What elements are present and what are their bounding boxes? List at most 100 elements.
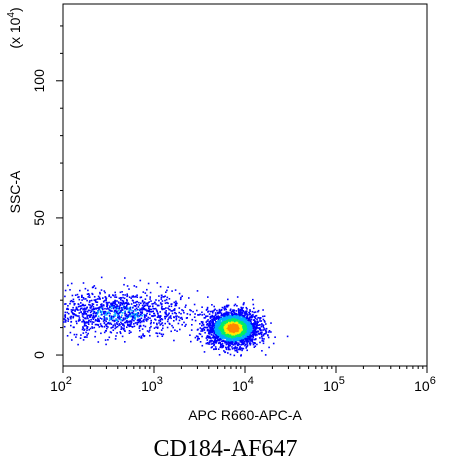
event-point (243, 302, 245, 304)
event-point (102, 311, 105, 313)
event-point (261, 329, 263, 331)
event-point (94, 323, 97, 326)
event-point (158, 332, 161, 335)
event-point (252, 315, 254, 318)
event-point (211, 346, 213, 348)
event-point (209, 339, 211, 342)
event-point (196, 339, 199, 341)
event-point (242, 317, 245, 320)
event-point (211, 330, 214, 332)
event-point (98, 320, 101, 323)
event-point (100, 325, 102, 327)
event-point (183, 321, 185, 324)
event-point (124, 330, 126, 332)
event-point (103, 326, 106, 328)
event-point (89, 306, 91, 309)
event-point (134, 308, 136, 311)
event-point (171, 324, 173, 327)
event-point (243, 341, 245, 344)
event-point (258, 327, 261, 329)
event-point (198, 314, 200, 316)
event-point (243, 331, 245, 334)
event-point (91, 317, 94, 319)
event-point (142, 319, 144, 322)
event-point (124, 314, 127, 317)
event-point (235, 322, 238, 325)
event-point (109, 312, 111, 315)
event-point (115, 311, 118, 314)
event-point (81, 296, 83, 298)
event-point (242, 306, 244, 309)
event-point (119, 319, 122, 321)
event-point (286, 335, 289, 338)
event-point (163, 308, 166, 310)
event-point (223, 350, 225, 352)
event-point (165, 313, 168, 316)
event-point (145, 318, 148, 320)
event-point (235, 318, 238, 321)
event-point (160, 298, 163, 300)
event-point (94, 307, 96, 310)
event-point (245, 317, 247, 320)
event-point (134, 313, 136, 316)
event-point (78, 298, 81, 301)
event-point (90, 319, 92, 321)
event-point (222, 319, 225, 321)
event-point (207, 324, 210, 327)
event-point (222, 326, 224, 328)
event-point (209, 327, 211, 329)
event-point (91, 327, 94, 329)
event-point (185, 323, 187, 326)
event-point (240, 355, 242, 357)
event-point (208, 321, 211, 324)
event-point (222, 340, 225, 342)
event-point (211, 331, 214, 334)
event-point (120, 321, 122, 324)
event-point (218, 327, 220, 329)
event-point (86, 334, 88, 336)
event-point (238, 347, 241, 349)
event-point (267, 334, 269, 336)
event-point (117, 316, 119, 319)
event-point (227, 304, 229, 307)
event-point (140, 308, 143, 310)
event-point (126, 308, 128, 310)
event-point (143, 320, 145, 323)
event-point (116, 304, 118, 306)
event-point (219, 321, 222, 324)
event-point (155, 332, 157, 334)
event-point (250, 318, 253, 321)
event-point (131, 309, 133, 312)
event-point (121, 299, 124, 302)
event-point (245, 311, 248, 313)
event-point (244, 332, 247, 335)
event-point (75, 336, 77, 338)
event-point (67, 305, 69, 307)
event-point (201, 311, 203, 314)
event-point (122, 328, 125, 331)
event-point (88, 314, 91, 317)
event-point (106, 304, 109, 306)
event-point (133, 305, 136, 307)
event-point (80, 334, 82, 336)
event-point (135, 310, 137, 312)
event-point (64, 321, 67, 323)
event-point (257, 317, 259, 319)
event-point (254, 331, 256, 334)
event-point (131, 295, 133, 298)
event-point (161, 308, 164, 311)
event-point (233, 331, 235, 334)
event-point (107, 321, 110, 324)
event-point (159, 302, 162, 304)
event-point (167, 313, 170, 316)
event-point (246, 342, 249, 344)
event-point (80, 302, 82, 304)
event-point (116, 300, 118, 302)
event-point (240, 313, 242, 315)
event-point (242, 309, 244, 312)
event-point (118, 324, 120, 327)
event-point (101, 313, 103, 316)
event-point (82, 282, 85, 284)
event-point (228, 322, 230, 325)
event-point (148, 301, 150, 303)
